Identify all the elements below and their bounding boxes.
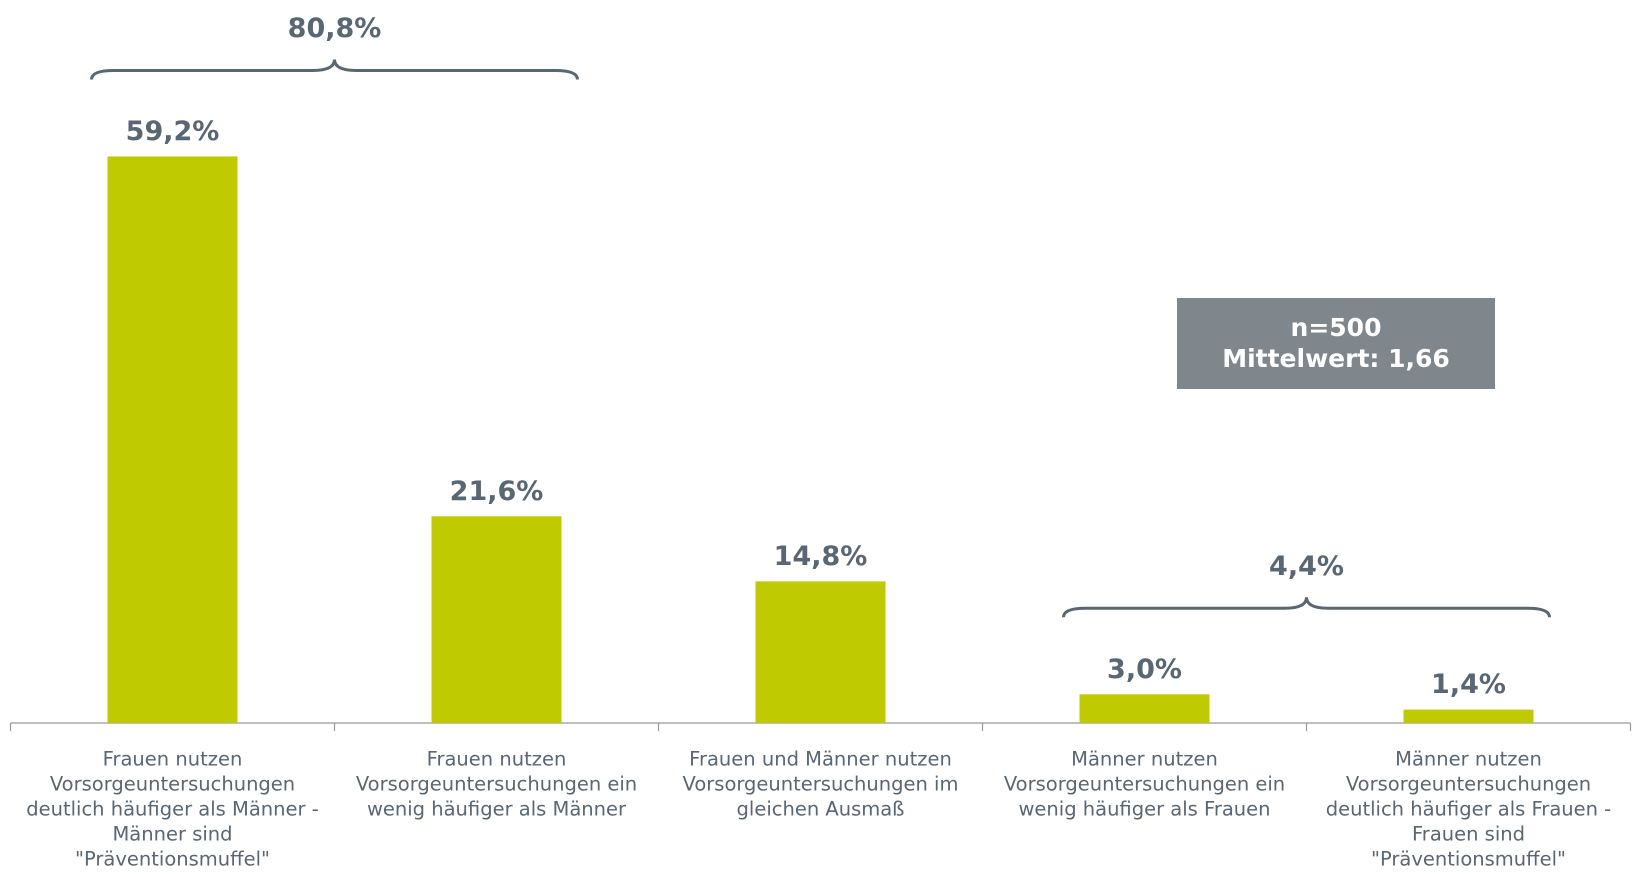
x-tick-label: wenig häufiger als Männer: [367, 798, 627, 821]
x-tick-label: wenig häufiger als Frauen: [1018, 798, 1270, 821]
x-tick-label: deutlich häufiger als Frauen -: [1326, 798, 1611, 821]
bar: [107, 156, 238, 723]
bar: [755, 581, 886, 723]
brace: [90, 59, 579, 80]
x-tick-label: Vorsorgeuntersuchungen: [1346, 773, 1591, 796]
x-tick-label: "Präventionsmuffel": [1371, 848, 1566, 871]
note-text: n=500: [1291, 313, 1382, 342]
x-tick-label: Frauen nutzen: [103, 748, 243, 771]
value-label: 21,6%: [450, 476, 544, 507]
x-tick-label: "Präventionsmuffel": [75, 848, 270, 871]
brace-label: 80,8%: [288, 13, 382, 44]
note-text: Mittelwert: 1,66: [1222, 344, 1450, 373]
x-tick-label: Männer sind: [112, 823, 232, 846]
bar: [1079, 694, 1210, 723]
value-label: 59,2%: [126, 116, 220, 147]
x-tick-label: deutlich häufiger als Männer -: [26, 798, 319, 821]
x-tick-label: Frauen nutzen: [427, 748, 567, 771]
bar: [1403, 709, 1534, 723]
bar: [431, 516, 562, 723]
value-label: 14,8%: [774, 541, 868, 572]
value-label: 3,0%: [1107, 654, 1182, 685]
x-tick-label: Vorsorgeuntersuchungen im: [683, 773, 959, 796]
x-tick-label: Frauen sind: [1412, 823, 1525, 846]
brace-label: 4,4%: [1269, 551, 1344, 582]
brace: [1062, 597, 1551, 618]
x-tick-label: Vorsorgeuntersuchungen: [50, 773, 295, 796]
x-tick-label: Männer nutzen: [1071, 748, 1218, 771]
x-tick-label: gleichen Ausmaß: [737, 798, 905, 821]
note-box: [1177, 298, 1495, 389]
x-tick-label: Frauen und Männer nutzen: [689, 748, 952, 771]
x-tick-label: Männer nutzen: [1395, 748, 1542, 771]
value-label: 1,4%: [1431, 669, 1506, 700]
x-tick-label: Vorsorgeuntersuchungen ein: [1004, 773, 1285, 796]
x-tick-label: Vorsorgeuntersuchungen ein: [356, 773, 637, 796]
